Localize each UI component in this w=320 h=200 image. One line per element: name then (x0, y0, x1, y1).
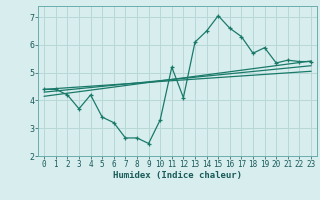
X-axis label: Humidex (Indice chaleur): Humidex (Indice chaleur) (113, 171, 242, 180)
